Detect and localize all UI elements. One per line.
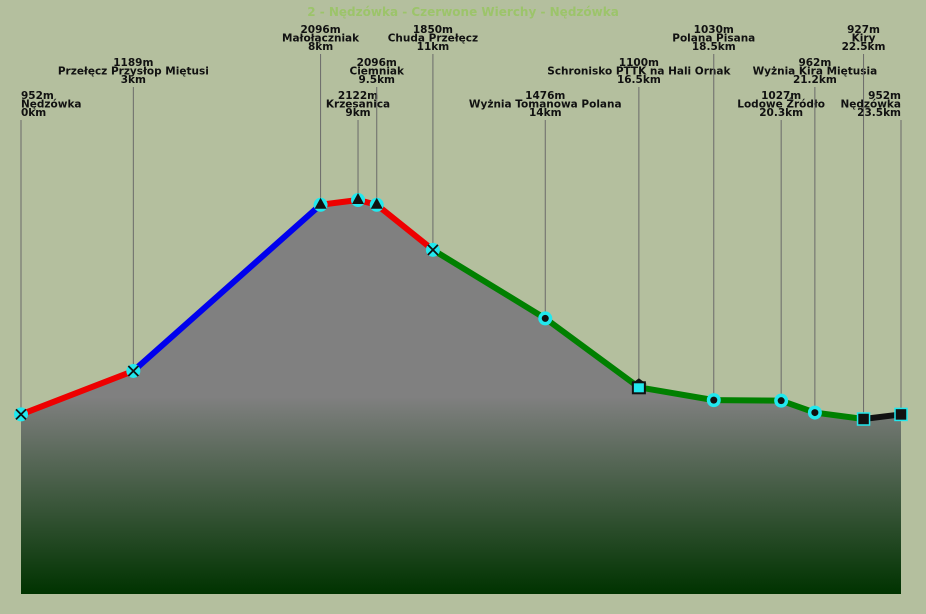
marker-dot bbox=[541, 314, 549, 322]
elevation-label: 962m bbox=[798, 57, 831, 69]
point-name: Nędzówka bbox=[21, 99, 82, 111]
waypoint-marker bbox=[894, 407, 908, 422]
elevation-label: 1476m bbox=[525, 90, 565, 102]
route-segment bbox=[811, 409, 867, 422]
elevation-label: 927m bbox=[847, 24, 880, 36]
point-name: Nędzówka bbox=[840, 99, 901, 111]
distance-label: 21.2km bbox=[793, 74, 837, 86]
distance-label: 9km bbox=[345, 107, 370, 119]
distance-label: 3km bbox=[121, 74, 146, 86]
point-name: Małołączniak bbox=[282, 33, 360, 45]
waypoint-marker bbox=[14, 407, 28, 422]
point-name: Wyżnia Tomanowa Polana bbox=[469, 99, 622, 111]
elevation-label: 1030m bbox=[694, 24, 734, 36]
elevation-label: 1027m bbox=[761, 90, 801, 102]
route-segment bbox=[710, 397, 785, 404]
distance-label: 23.5km bbox=[857, 107, 901, 119]
marker-square bbox=[856, 412, 871, 426]
marker-hut bbox=[631, 381, 646, 395]
elevation-label: 952m bbox=[868, 90, 901, 102]
marker-cross bbox=[15, 408, 27, 421]
route-segment bbox=[542, 315, 642, 391]
point-name: Schronisko PTTK na Hali Ornak bbox=[547, 66, 731, 78]
distance-label: 16.5km bbox=[617, 74, 661, 86]
distance-label: 0km bbox=[21, 107, 46, 119]
distance-label: 11km bbox=[417, 41, 450, 53]
elevation-label: 1850m bbox=[413, 24, 453, 36]
marker-square bbox=[894, 407, 908, 422]
distance-label: 9.5km bbox=[358, 74, 395, 86]
point-name: Przełęcz Przysłop Miętusi bbox=[58, 66, 209, 78]
waypoint-marker bbox=[425, 242, 440, 257]
distance-label: 20.3km bbox=[759, 107, 803, 119]
route-segment bbox=[130, 201, 324, 374]
point-name: Wyżnia Kira Miętusia bbox=[753, 66, 878, 78]
route-segment bbox=[18, 367, 137, 418]
waypoint-marker bbox=[351, 193, 366, 207]
distance-label: 22.5km bbox=[842, 41, 886, 53]
elevation-label: 2096m bbox=[357, 57, 397, 69]
point-name: Lodowe Źródło bbox=[737, 98, 825, 111]
waypoint-marker bbox=[630, 378, 647, 395]
distance-label: 8km bbox=[308, 41, 333, 53]
marker-triangle bbox=[370, 197, 383, 209]
waypoint-marker bbox=[126, 363, 141, 378]
marker-cross bbox=[427, 244, 439, 256]
point-name: Chuda Przełęcz bbox=[388, 33, 478, 45]
point-name: Kiry bbox=[852, 33, 876, 45]
marker-dot bbox=[811, 409, 819, 417]
marker-triangle bbox=[352, 193, 365, 204]
waypoint-marker bbox=[538, 311, 553, 326]
point-name: Polana Pisana bbox=[672, 33, 755, 45]
route-segment bbox=[429, 246, 549, 322]
chart-title: 2 - Nędzówka - Czerwone Wierchy - Nędzów… bbox=[307, 5, 619, 19]
waypoint-marker bbox=[807, 405, 822, 420]
elevation-label: 2096m bbox=[300, 24, 340, 36]
elevation-label: 1100m bbox=[619, 57, 659, 69]
distance-label: 18.5km bbox=[692, 41, 736, 53]
waypoint-marker bbox=[313, 197, 328, 212]
waypoint-marker bbox=[706, 393, 721, 408]
elevation-label: 2122m bbox=[338, 90, 378, 102]
point-name: Krzesanica bbox=[326, 99, 390, 111]
waypoint-marker bbox=[856, 412, 871, 426]
marker-cross bbox=[127, 365, 139, 377]
route-segment bbox=[373, 201, 436, 253]
waypoint-marker bbox=[369, 197, 384, 212]
marker-dot bbox=[710, 396, 718, 404]
terrain-area bbox=[21, 200, 901, 594]
marker-triangle bbox=[314, 197, 327, 209]
waypoint-marker bbox=[774, 393, 789, 408]
point-name: Ciemniak bbox=[349, 66, 405, 78]
route-segment bbox=[635, 384, 717, 404]
distance-label: 14km bbox=[529, 107, 562, 119]
elevation-label: 1189m bbox=[113, 57, 153, 69]
marker-dot bbox=[777, 397, 785, 405]
elevation-label: 952m bbox=[21, 90, 54, 102]
